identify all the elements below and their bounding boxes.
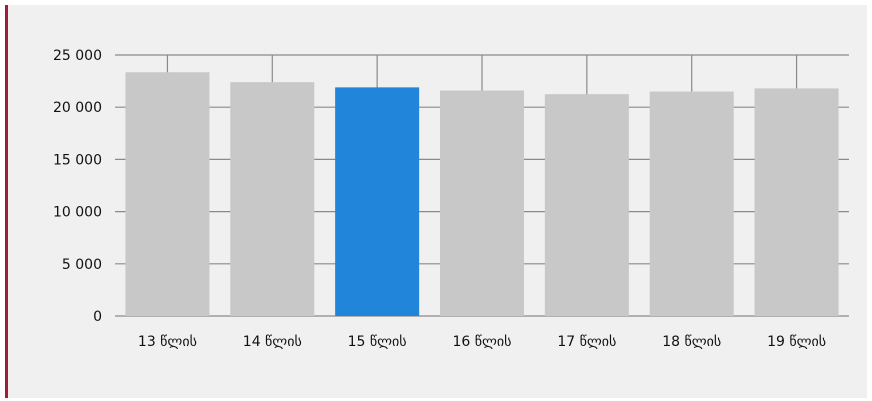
x-tick-label: 16 წლის bbox=[453, 334, 512, 350]
y-tick-label: 0 bbox=[93, 309, 102, 325]
bar bbox=[230, 82, 315, 316]
x-tick-label: 15 წლის bbox=[348, 334, 407, 350]
bar bbox=[754, 88, 839, 317]
y-tick-label: 5 000 bbox=[62, 257, 102, 273]
y-tick-label: 25 000 bbox=[53, 48, 102, 64]
bar bbox=[125, 72, 210, 316]
bar bbox=[544, 94, 629, 317]
y-tick-label: 10 000 bbox=[53, 205, 102, 221]
x-tick-label: 19 წლის bbox=[767, 334, 826, 350]
y-tick-label: 20 000 bbox=[53, 100, 102, 116]
x-tick-label: 17 წლის bbox=[557, 334, 616, 350]
x-tick-label: 13 წლის bbox=[138, 334, 197, 350]
bar bbox=[440, 90, 524, 316]
bar bbox=[335, 87, 420, 316]
y-tick-label: 15 000 bbox=[53, 152, 102, 168]
bar bbox=[649, 91, 734, 316]
x-tick-label: 14 წლის bbox=[243, 334, 302, 350]
x-tick-label: 18 წლის bbox=[662, 334, 721, 350]
